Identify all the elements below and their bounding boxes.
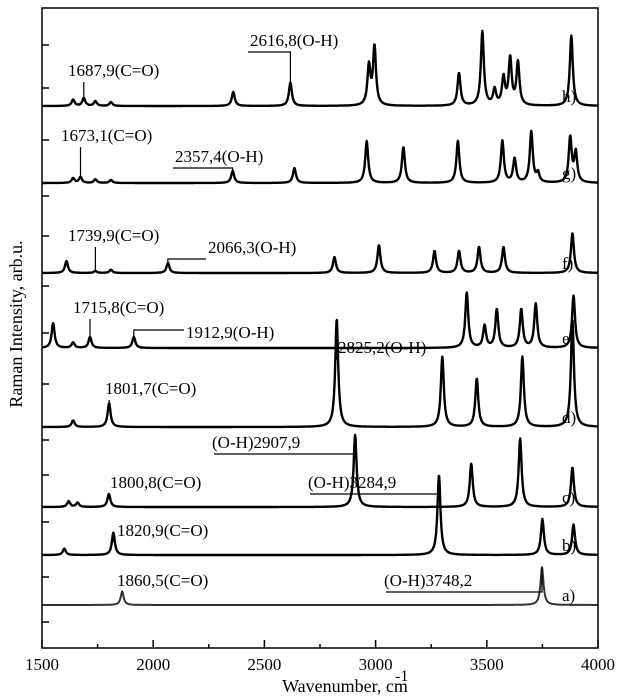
annotation-leader: [310, 475, 440, 495]
annotation-h-1: 2616,8(O-H): [250, 31, 338, 50]
x-tick-label: 3500: [470, 655, 504, 674]
annotation-leader: [386, 567, 543, 593]
annotation-leader: [214, 435, 356, 455]
x-tick-label: 3000: [359, 655, 393, 674]
trace-label-c: c): [562, 488, 575, 507]
trace-labels: a) b) c) d) e) f) g) h): [562, 87, 576, 605]
spectra-traces: [41, 29, 599, 606]
x-tick-label: 2500: [247, 655, 281, 674]
trace-label-f: f): [562, 254, 573, 273]
annotation-g-0: 1673,1(C=O): [61, 126, 152, 145]
x-tick-label: 4000: [581, 655, 615, 674]
spectrum-trace-b: [41, 474, 599, 557]
x-tick-label: 1500: [25, 655, 59, 674]
annotation-d-1: 2825,2(O-H): [338, 338, 426, 357]
plot-frame: [41, 7, 599, 649]
trace-label-e: e): [562, 329, 575, 348]
annotation-leader: [167, 258, 206, 263]
spectrum-trace-a: [41, 566, 599, 606]
spectrum-trace-f: [41, 232, 599, 275]
annotation-leader: [248, 51, 291, 83]
axes: 1500 2000 2500 3000 3500 4000: [25, 7, 615, 674]
annotation-b-0: 1820,9(C=O): [117, 521, 208, 540]
peak-annotations: 1860,5(C=O) (O-H)3748,2 1820,9(C=O) (O-H)32…: [61, 31, 543, 593]
annotation-a-1: (O-H)3748,2: [384, 571, 472, 590]
x-axis-title-superscript: -1: [395, 668, 408, 685]
annotation-e-1: 1912,9(O-H): [186, 323, 274, 342]
annotation-c-1: (O-H)2907,9: [212, 433, 300, 452]
annotation-g-1: 2357,4(O-H): [175, 147, 263, 166]
trace-label-h: h): [562, 87, 576, 106]
spectrum-trace-d: [41, 318, 599, 429]
annotation-b-1: (O-H)3284,9: [308, 473, 396, 492]
spectrum-trace-e: [41, 291, 599, 350]
annotation-leader: [336, 319, 338, 360]
spectrum-trace-c: [41, 433, 599, 509]
y-axis-title: Raman Intensity, arb.u.: [6, 240, 26, 407]
spectrum-trace-g: [41, 129, 599, 185]
x-axis-title: Wavenumber, cm: [282, 676, 408, 696]
trace-label-b: b): [562, 536, 576, 555]
annotation-f-0: 1739,9(C=O): [68, 226, 159, 245]
trace-label-d: d): [562, 408, 576, 427]
annotation-c-0: 1800,8(C=O): [110, 473, 201, 492]
annotation-a-0: 1860,5(C=O): [117, 571, 208, 590]
trace-label-g: g): [562, 164, 576, 183]
annotation-d-0: 1801,7(C=O): [105, 379, 196, 398]
annotation-e-0: 1715,8(C=O): [73, 298, 164, 317]
annotation-leader: [173, 167, 234, 171]
trace-label-a: a): [562, 586, 575, 605]
annotation-h-0: 1687,9(C=O): [68, 61, 159, 80]
spectrum-trace-h: [41, 29, 599, 108]
x-axis-title-text: Wavenumber, cm: [282, 676, 408, 696]
x-tick-label: 2000: [136, 655, 170, 674]
annotation-f-1: 2066,3(O-H): [208, 238, 296, 257]
annotation-leader: [133, 329, 184, 337]
